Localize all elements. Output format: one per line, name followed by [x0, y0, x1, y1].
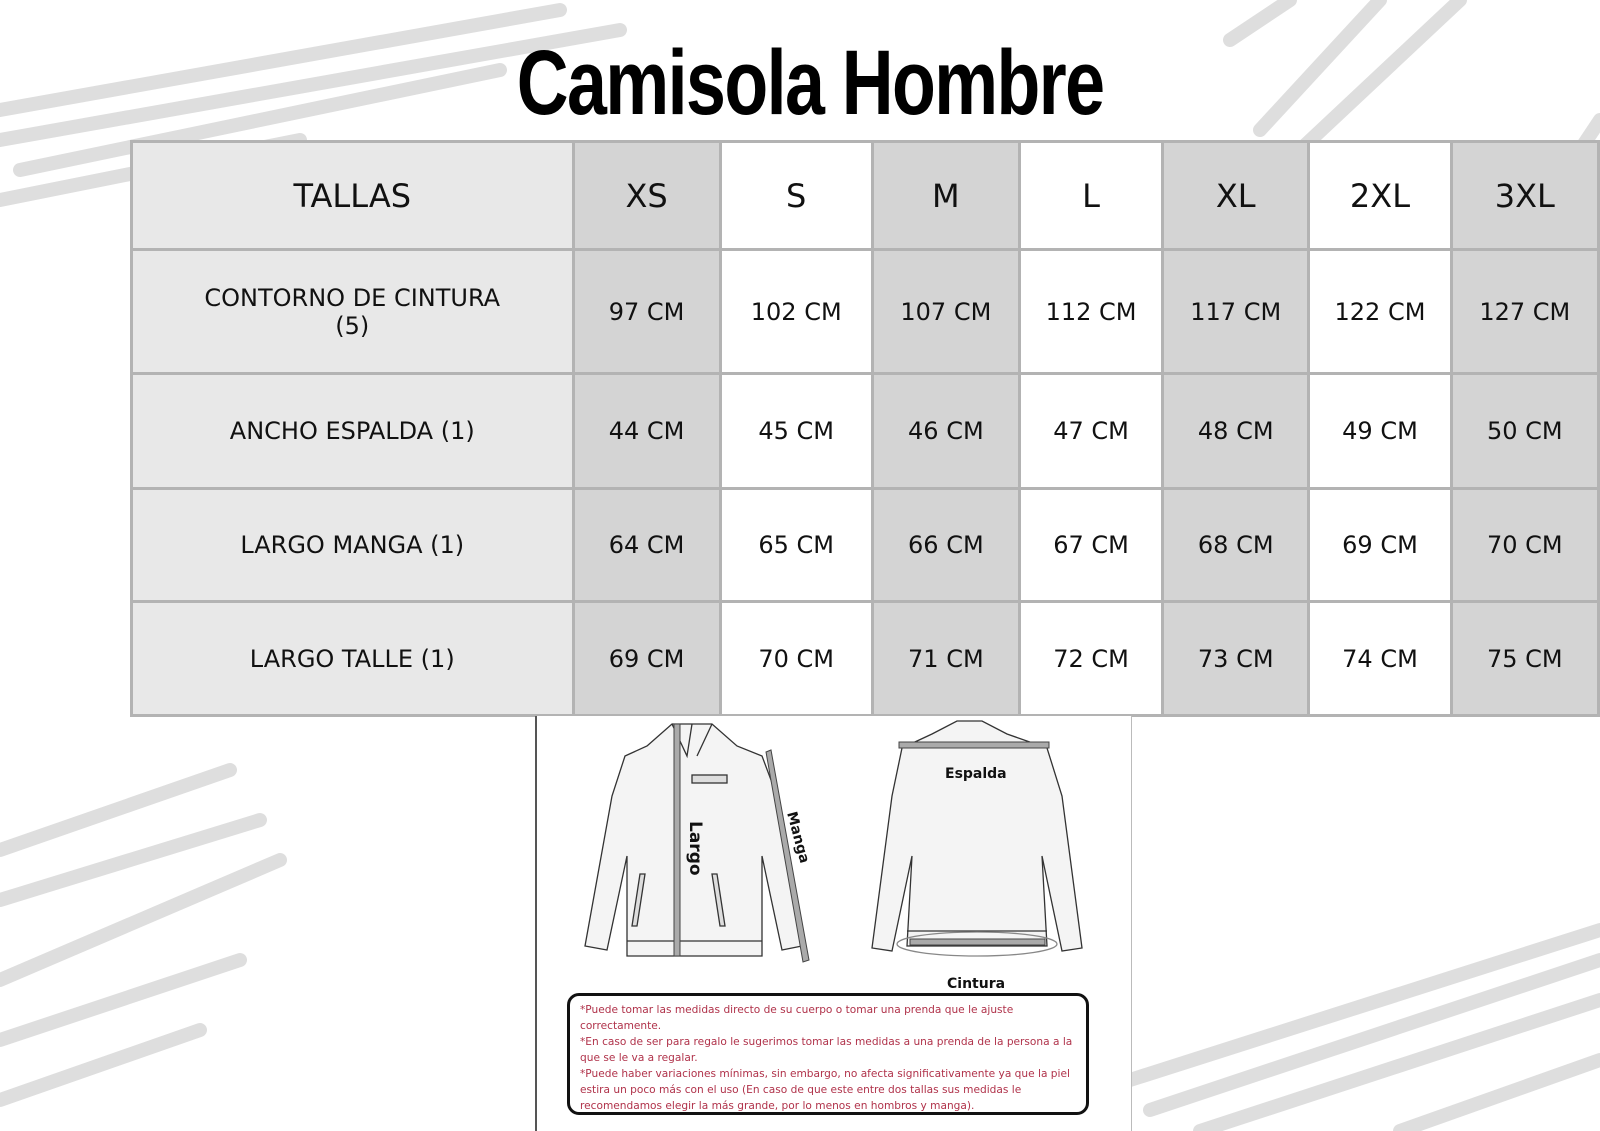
cell-value: 122 CM: [1307, 248, 1453, 375]
cell-value: 49 CM: [1307, 372, 1453, 490]
cintura-label: Cintura: [947, 976, 1005, 991]
jacket-diagram: Largo Manga Espalda Cintura: [584, 720, 1083, 992]
header-size: 2XL: [1307, 140, 1453, 251]
cell-value: 127 CM: [1449, 248, 1600, 375]
cell-value: 69 CM: [1307, 487, 1453, 603]
table-row: ANCHO ESPALDA (1) 44 CM 45 CM 46 CM 47 C…: [130, 372, 1600, 490]
table-header-row: TALLAS XS S M L XL 2XL 3XL: [130, 140, 1600, 251]
cell-value: 70 CM: [1449, 487, 1600, 603]
jacket-back-icon: [871, 720, 1083, 952]
header-size: XL: [1161, 140, 1311, 251]
cell-value: 117 CM: [1161, 248, 1311, 375]
cell-value: 112 CM: [1017, 248, 1165, 375]
table-row: LARGO MANGA (1) 64 CM 65 CM 66 CM 67 CM …: [130, 487, 1600, 603]
cell-value: 44 CM: [571, 372, 722, 490]
cell-value: 75 CM: [1449, 600, 1600, 717]
cell-value: 64 CM: [571, 487, 722, 603]
note: *Puede tomar las medidas directo de su c…: [580, 1004, 1014, 1032]
row-label: CONTORNO DE CINTURA (5): [130, 248, 575, 375]
cell-value: 72 CM: [1017, 600, 1165, 717]
cell-value: 70 CM: [718, 600, 874, 717]
header-size: S: [718, 140, 874, 251]
cell-value: 45 CM: [718, 372, 874, 490]
row-label: ANCHO ESPALDA (1): [130, 372, 575, 490]
page-title: Camisola Hombre: [516, 32, 1105, 134]
cell-value: 97 CM: [571, 248, 722, 375]
cell-value: 50 CM: [1449, 372, 1600, 490]
size-chart-table: TALLAS XS S M L XL 2XL 3XL CONTORNO DE C…: [130, 140, 1600, 717]
cell-value: 107 CM: [870, 248, 1021, 375]
cell-value: 65 CM: [718, 487, 874, 603]
measurement-diagram-panel: Largo Manga Espalda Cintura *Puede tomar…: [535, 716, 1132, 1131]
note: *En caso de ser para regalo le sugerimos…: [580, 1036, 1073, 1064]
row-label: LARGO TALLE (1): [130, 600, 575, 717]
table-row: CONTORNO DE CINTURA (5) 97 CM 102 CM 107…: [130, 248, 1600, 375]
cell-value: 74 CM: [1307, 600, 1453, 717]
cell-value: 69 CM: [571, 600, 722, 717]
cell-value: 48 CM: [1161, 372, 1311, 490]
header-size: XS: [571, 140, 722, 251]
largo-measure-icon: [673, 723, 681, 957]
cintura-measure-icon: [909, 938, 1046, 946]
cell-value: 102 CM: [718, 248, 874, 375]
header-size: 3XL: [1449, 140, 1600, 251]
cell-value: 73 CM: [1161, 600, 1311, 717]
cell-value: 67 CM: [1017, 487, 1165, 603]
cell-value: 66 CM: [870, 487, 1021, 603]
cell-value: 71 CM: [870, 600, 1021, 717]
espalda-label: Espalda: [945, 766, 1007, 782]
cell-value: 47 CM: [1017, 372, 1165, 490]
cell-value: 46 CM: [870, 372, 1021, 490]
cell-value: 68 CM: [1161, 487, 1311, 603]
row-label: LARGO MANGA (1): [130, 487, 575, 603]
notes-box: *Puede tomar las medidas directo de su c…: [567, 993, 1089, 1115]
manga-measure-icon: [765, 749, 810, 963]
note: *Puede haber variaciones mínimas, sin em…: [580, 1068, 1070, 1112]
header-size: M: [870, 140, 1021, 251]
largo-label: Largo: [685, 821, 705, 876]
table-row: LARGO TALLE (1) 69 CM 70 CM 71 CM 72 CM …: [130, 600, 1600, 717]
espalda-measure-icon: [898, 741, 1050, 749]
header-size: L: [1017, 140, 1165, 251]
header-tallas: TALLAS: [130, 140, 575, 251]
